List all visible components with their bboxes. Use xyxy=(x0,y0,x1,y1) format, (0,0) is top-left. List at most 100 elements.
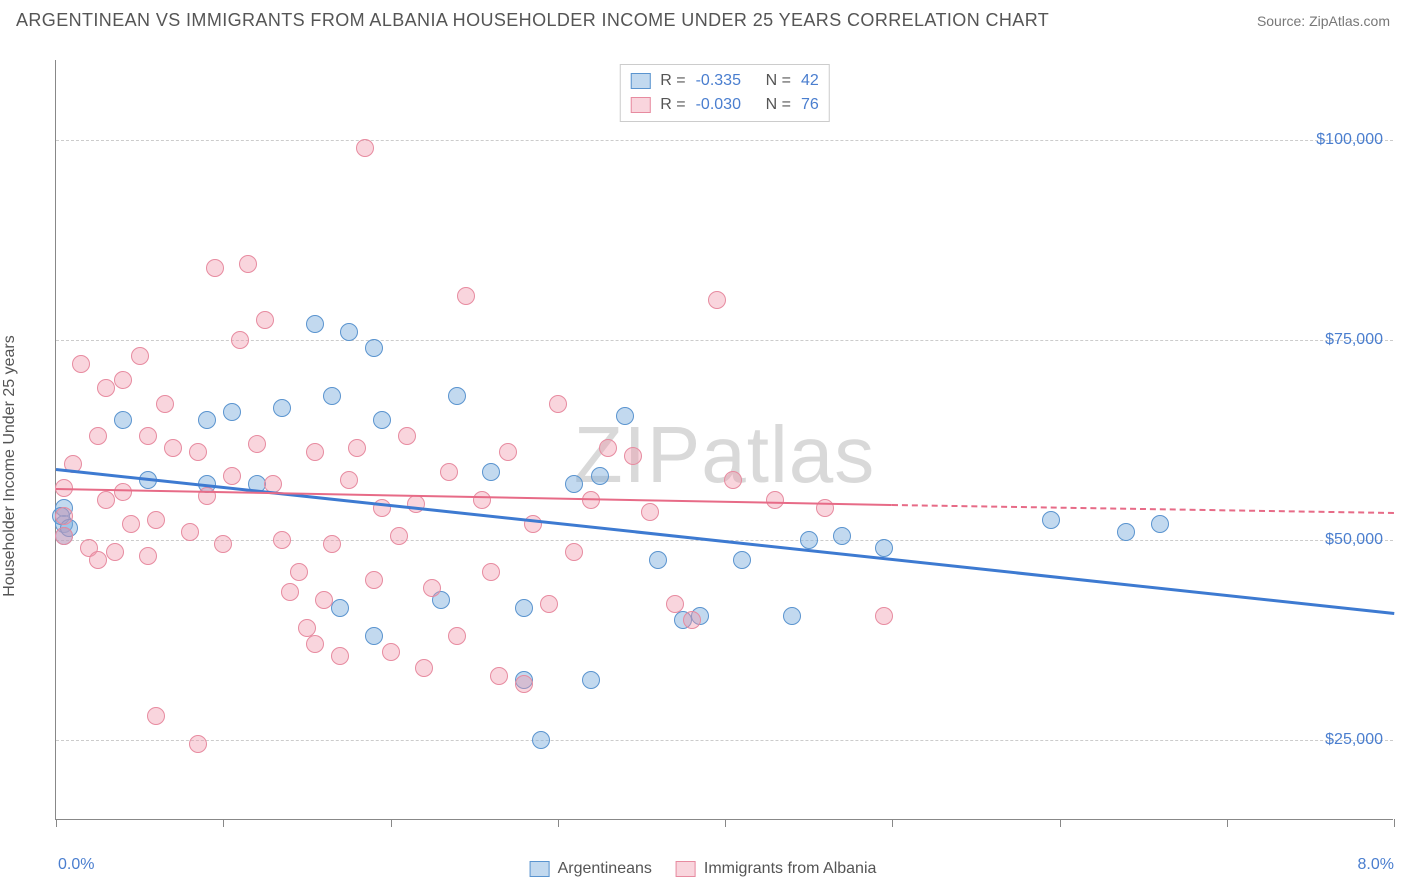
data-point xyxy=(582,671,600,689)
r-label: R = xyxy=(660,93,685,117)
data-point xyxy=(89,427,107,445)
data-point xyxy=(448,387,466,405)
data-point xyxy=(223,467,241,485)
data-point xyxy=(515,599,533,617)
legend-label: Immigrants from Albania xyxy=(704,860,877,878)
data-point xyxy=(206,259,224,277)
legend-item-argentineans: Argentineans xyxy=(530,860,652,878)
data-point xyxy=(440,463,458,481)
data-point xyxy=(1151,515,1169,533)
data-point xyxy=(147,707,165,725)
data-point xyxy=(306,635,324,653)
data-point xyxy=(875,607,893,625)
data-point xyxy=(365,571,383,589)
trend-line-dash xyxy=(892,504,1394,514)
swatch-icon xyxy=(530,861,550,877)
data-point xyxy=(875,539,893,557)
x-tick xyxy=(223,819,224,827)
data-point xyxy=(114,371,132,389)
data-point xyxy=(565,543,583,561)
data-point xyxy=(55,507,73,525)
y-axis-label: Householder Income Under 25 years xyxy=(1,335,19,596)
data-point xyxy=(331,647,349,665)
data-point xyxy=(724,471,742,489)
data-point xyxy=(708,291,726,309)
data-point xyxy=(390,527,408,545)
data-point xyxy=(641,503,659,521)
data-point xyxy=(306,443,324,461)
trend-line xyxy=(56,468,1394,614)
data-point xyxy=(490,667,508,685)
data-point xyxy=(340,323,358,341)
data-point xyxy=(97,491,115,509)
r-label: R = xyxy=(660,69,685,93)
data-point xyxy=(214,535,232,553)
x-tick xyxy=(1060,819,1061,827)
data-point xyxy=(356,139,374,157)
data-point xyxy=(131,347,149,365)
data-point xyxy=(181,523,199,541)
data-point xyxy=(549,395,567,413)
data-point xyxy=(164,439,182,457)
data-point xyxy=(540,595,558,613)
data-point xyxy=(649,551,667,569)
data-point xyxy=(833,527,851,545)
legend-row-albania: R = -0.030 N = 76 xyxy=(630,93,818,117)
data-point xyxy=(198,411,216,429)
data-point xyxy=(565,475,583,493)
x-tick xyxy=(725,819,726,827)
r-value: -0.335 xyxy=(696,69,756,93)
y-tick-label: $25,000 xyxy=(1325,731,1383,749)
data-point xyxy=(306,315,324,333)
data-point xyxy=(515,675,533,693)
gridline xyxy=(56,340,1393,341)
data-point xyxy=(800,531,818,549)
data-point xyxy=(683,611,701,629)
data-point xyxy=(273,531,291,549)
swatch-icon xyxy=(676,861,696,877)
data-point xyxy=(331,599,349,617)
x-tick xyxy=(892,819,893,827)
y-tick-label: $50,000 xyxy=(1325,531,1383,549)
data-point xyxy=(189,443,207,461)
data-point xyxy=(423,579,441,597)
data-point xyxy=(114,411,132,429)
data-point xyxy=(156,395,174,413)
legend-label: Argentineans xyxy=(558,860,652,878)
x-tick xyxy=(1227,819,1228,827)
gridline xyxy=(56,140,1393,141)
data-point xyxy=(473,491,491,509)
x-axis-min-label: 0.0% xyxy=(58,856,94,874)
data-point xyxy=(122,515,140,533)
data-point xyxy=(448,627,466,645)
data-point xyxy=(624,447,642,465)
data-point xyxy=(281,583,299,601)
data-point xyxy=(256,311,274,329)
x-tick xyxy=(391,819,392,827)
data-point xyxy=(55,527,73,545)
data-point xyxy=(666,595,684,613)
data-point xyxy=(365,339,383,357)
data-point xyxy=(290,563,308,581)
x-axis-max-label: 8.0% xyxy=(1358,856,1394,874)
n-value: 42 xyxy=(801,69,819,93)
data-point xyxy=(482,463,500,481)
series-legend: Argentineans Immigrants from Albania xyxy=(530,860,877,878)
data-point xyxy=(783,607,801,625)
data-point xyxy=(139,427,157,445)
data-point xyxy=(599,439,617,457)
data-point xyxy=(231,331,249,349)
data-point xyxy=(114,483,132,501)
x-tick xyxy=(56,819,57,827)
gridline xyxy=(56,740,1393,741)
legend-row-argentineans: R = -0.335 N = 42 xyxy=(630,69,818,93)
data-point xyxy=(766,491,784,509)
data-point xyxy=(407,495,425,513)
data-point xyxy=(323,387,341,405)
data-point xyxy=(323,535,341,553)
n-value: 76 xyxy=(801,93,819,117)
data-point xyxy=(139,547,157,565)
data-point xyxy=(1117,523,1135,541)
data-point xyxy=(106,543,124,561)
data-point xyxy=(733,551,751,569)
